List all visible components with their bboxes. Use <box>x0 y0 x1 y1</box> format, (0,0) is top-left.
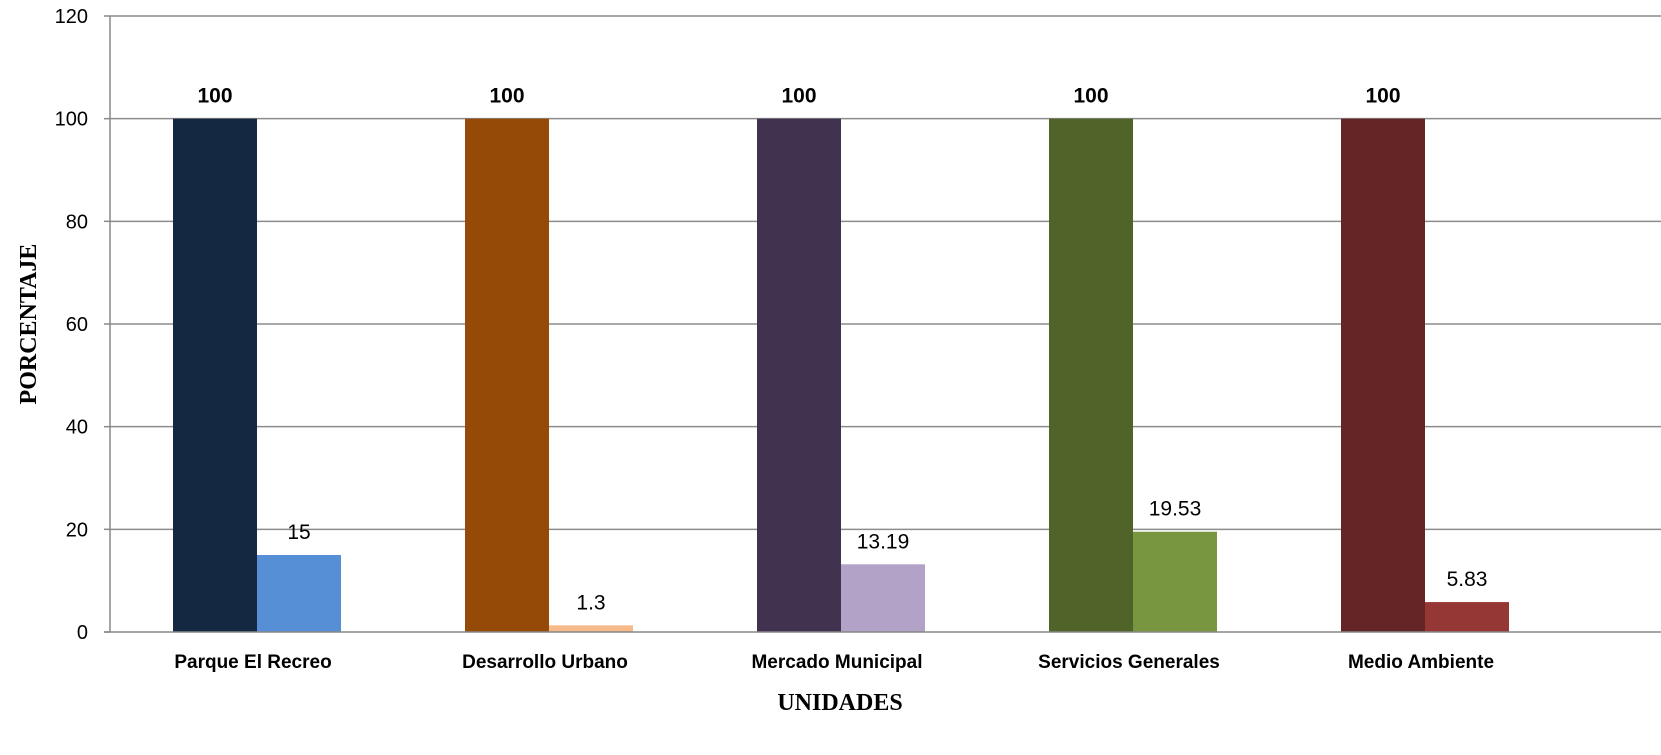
y-tick-label: 0 <box>77 622 88 644</box>
data-labels: 100 15 100 1.3 100 13.19 100 19.53 100 5.83 <box>197 85 1487 615</box>
y-tick-label: 100 <box>55 109 88 131</box>
bar-1 <box>1341 118 1425 632</box>
bar-2 <box>1425 602 1509 632</box>
bar-2 <box>549 625 633 632</box>
bar-2 <box>257 555 341 632</box>
data-label: 100 <box>197 85 232 108</box>
data-label: 100 <box>1073 85 1108 108</box>
data-label: 100 <box>781 85 816 108</box>
bars <box>173 118 1509 632</box>
y-tick-label: 120 <box>55 6 88 28</box>
bar-1 <box>173 118 257 632</box>
y-axis-ticks: 0 20 40 60 80 100 120 <box>55 6 110 644</box>
x-tick-label: Desarrollo Urbano <box>462 652 628 673</box>
x-axis-ticks: Parque El Recreo Desarrollo Urbano Mercado… <box>174 652 1494 673</box>
gridlines <box>110 15 1661 531</box>
data-label: 19.53 <box>1149 498 1202 521</box>
bar-2 <box>841 564 925 632</box>
y-tick-label: 80 <box>66 211 88 233</box>
y-tick-label: 20 <box>66 519 88 541</box>
x-tick-label: Medio Ambiente <box>1348 652 1494 673</box>
bar-1 <box>757 118 841 632</box>
y-tick-label: 60 <box>66 314 88 336</box>
data-label: 100 <box>489 85 524 108</box>
y-tick-label: 40 <box>66 417 88 439</box>
x-tick-label: Servicios Generales <box>1038 652 1220 673</box>
x-tick-label: Parque El Recreo <box>174 652 331 673</box>
bar-2 <box>1133 531 1217 632</box>
bar-1 <box>1049 118 1133 632</box>
data-label: 1.3 <box>576 591 605 614</box>
data-label: 100 <box>1365 85 1400 108</box>
data-label: 13.19 <box>857 530 910 553</box>
x-tick-label: Mercado Municipal <box>751 652 922 673</box>
data-label: 15 <box>287 521 310 544</box>
data-label: 5.83 <box>1447 568 1488 591</box>
bar-1 <box>465 118 549 632</box>
x-axis-title: UNIDADES <box>777 690 902 716</box>
y-axis-title: PORCENTAJE <box>16 244 42 405</box>
